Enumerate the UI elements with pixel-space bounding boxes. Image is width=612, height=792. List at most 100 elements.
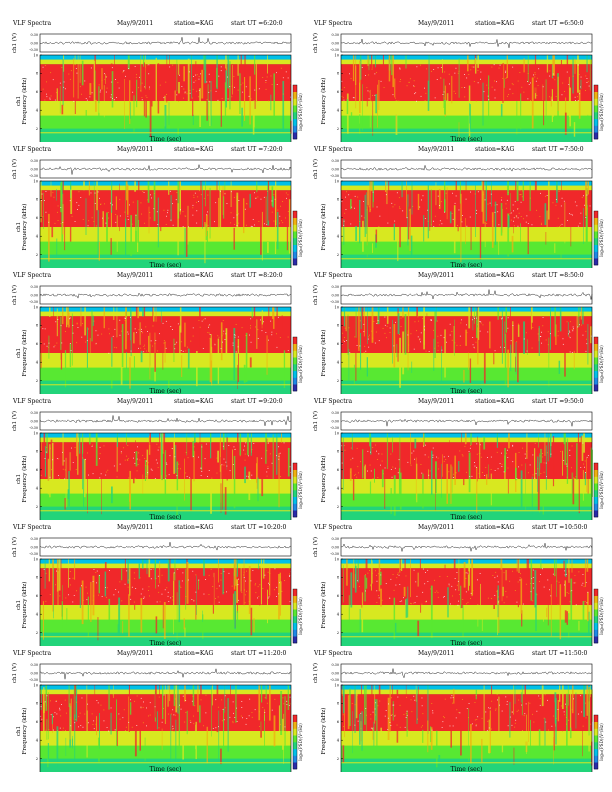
waveform-trace — [39, 415, 292, 426]
spectrogram-speckle — [530, 583, 531, 584]
spectrogram-streak — [377, 84, 378, 128]
spectrogram-speckle — [271, 331, 273, 333]
spectrogram-line — [40, 384, 291, 386]
spectrogram-speckle — [394, 715, 396, 717]
spectrogram-streak — [74, 685, 77, 730]
spectrogram-speckle — [248, 455, 249, 457]
spectrogram-streak — [590, 685, 591, 698]
spectrogram-streak — [184, 322, 186, 347]
spectrogram-streak — [212, 685, 213, 706]
spectrogram-speckle — [229, 470, 231, 472]
panel-start-time: start UT =10:50:0 — [532, 524, 588, 531]
colorbar-segment — [293, 609, 297, 617]
waveform-trace — [39, 668, 292, 680]
spectrogram-speckle — [238, 200, 240, 201]
spectrogram-speckle — [541, 342, 542, 344]
spectrogram-speckle — [420, 64, 421, 66]
spectrogram-speckle — [193, 723, 195, 725]
spectrogram-speckle — [344, 337, 345, 338]
spectrogram-streak — [386, 181, 388, 205]
spectrogram-speckle — [163, 708, 164, 709]
spectrogram-speckle — [222, 341, 223, 343]
spectrogram-streak — [476, 466, 478, 513]
spectrogram-streak — [142, 474, 144, 494]
spectrogram-speckle — [248, 476, 249, 478]
spectrogram-speckle — [550, 453, 552, 455]
spectrogram-speckle — [243, 571, 245, 573]
spectrogram-streak — [447, 587, 449, 618]
spectrogram-streak — [547, 594, 549, 626]
spectrogram-speckle — [459, 712, 461, 714]
spectrogram-speckle — [473, 346, 475, 348]
spectrogram-speckle — [549, 333, 551, 335]
spectrogram-speckle — [195, 591, 197, 593]
colorbar-segment — [594, 609, 598, 617]
spectrogram-speckle — [46, 345, 48, 347]
spectrogram-speckle — [94, 203, 96, 204]
spectrogram-speckle — [434, 97, 436, 99]
spectrogram-streak — [156, 711, 158, 730]
spectrogram-speckle — [489, 708, 491, 710]
spectrogram-speckle — [277, 316, 279, 318]
spectrogram-speckle — [230, 191, 232, 193]
spectrogram-speckle — [527, 81, 528, 82]
spectrogram-speckle — [555, 199, 557, 200]
spectrogram-speckle — [574, 96, 576, 98]
spectrogram-streak — [369, 89, 371, 128]
spectrogram-speckle — [149, 88, 150, 90]
spectrogram-streak — [405, 685, 407, 705]
spectrogram-speckle — [467, 572, 469, 574]
spectrogram-streak — [139, 703, 141, 751]
spectrogram-speckle — [76, 72, 78, 74]
spectrogram-streak — [185, 569, 187, 610]
spectrogram-speckle — [432, 710, 434, 712]
colorbar-segment — [293, 496, 297, 504]
spectrogram-speckle — [376, 72, 377, 73]
colorbar-segment — [594, 463, 598, 470]
spectrogram-speckle — [341, 462, 343, 464]
spectrogram-streak — [578, 307, 580, 317]
spectrogram-streak — [162, 574, 164, 629]
spectrogram-streak — [239, 433, 242, 456]
spectrogram-streak — [195, 574, 197, 620]
spectrogram-speckle — [557, 330, 559, 332]
spectrogram-streak — [204, 222, 206, 264]
spectrogram-streak — [170, 195, 172, 222]
spectrogram-speckle — [172, 224, 174, 226]
spectrogram-speckle — [100, 203, 102, 205]
spectrogram-streak — [120, 361, 123, 385]
spectrogram-speckle — [285, 217, 286, 219]
spectrogram-speckle — [132, 201, 134, 203]
spectrogram-speckle — [451, 339, 453, 341]
spectrogram-streak — [577, 55, 579, 93]
spectrogram-speckle — [193, 76, 194, 77]
colorbar-segment — [594, 251, 598, 259]
spectrogram-speckle — [285, 192, 287, 194]
spectrogram-speckle — [231, 85, 233, 87]
spectrogram-streak — [50, 439, 53, 454]
spectrogram-streak — [135, 440, 136, 462]
spectrogram-speckle — [198, 96, 200, 98]
spectrogram-speckle — [139, 577, 141, 579]
spectrogram-speckle — [244, 453, 246, 455]
spectrogram-streak — [538, 328, 540, 342]
spectrogram-speckle — [505, 696, 507, 698]
spectrogram-speckle — [416, 66, 418, 68]
spectrogram-speckle — [568, 592, 570, 594]
spectrogram-streak — [567, 322, 569, 337]
spectrogram-speckle — [168, 474, 170, 476]
spectrogram-streak — [250, 607, 253, 636]
colorbar-segment — [594, 755, 598, 763]
spectrogram-speckle — [476, 719, 478, 720]
spectrogram-speckle — [46, 695, 48, 697]
band-top-yellow — [40, 437, 291, 443]
spectrogram-speckle — [368, 98, 370, 100]
spectrogram-streak — [535, 593, 537, 632]
spectrogram-streak — [281, 583, 284, 597]
colorbar-segment — [293, 510, 297, 518]
spectrogram-speckle — [70, 725, 72, 727]
spectrogram-speckle — [57, 324, 58, 325]
band-low-green — [341, 380, 592, 394]
spectrogram-speckle — [503, 572, 505, 574]
spectrogram-streak — [345, 311, 347, 332]
